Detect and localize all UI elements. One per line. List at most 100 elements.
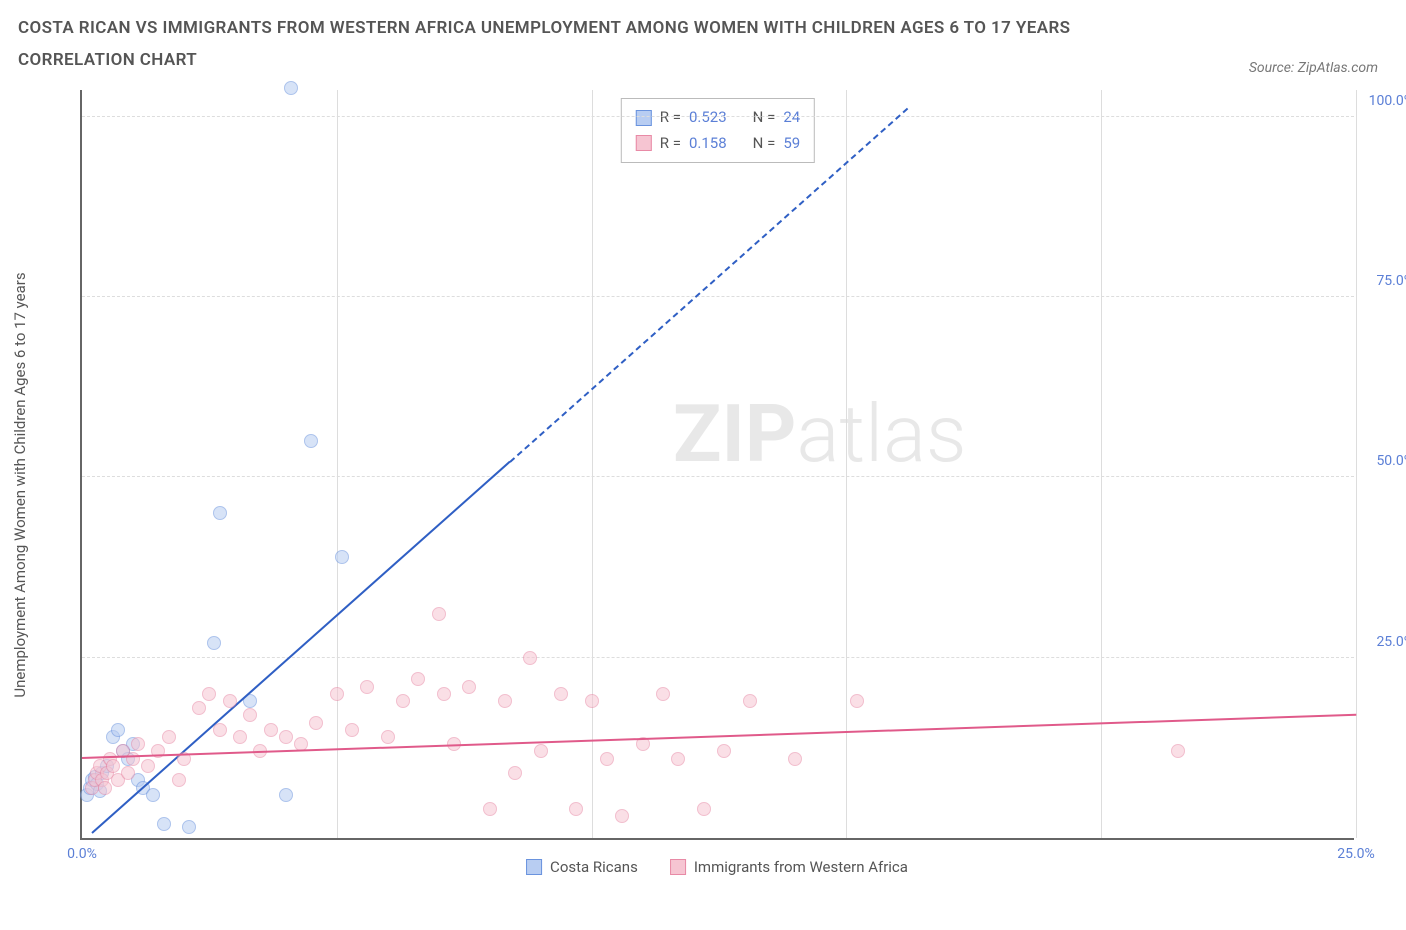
source-attribution: Source: ZipAtlas.com [1249,60,1378,76]
scatter-point [396,694,410,708]
legend-item-1: Immigrants from Western Africa [670,858,908,876]
scatter-point [569,802,583,816]
scatter-point [243,708,257,722]
scatter-point [213,723,227,737]
legend: Costa Ricans Immigrants from Western Afr… [526,858,908,876]
scatter-point [264,723,278,737]
legend-label-0: Costa Ricans [550,858,638,876]
chart-title-block: COSTA RICAN VS IMMIGRANTS FROM WESTERN A… [18,12,1388,77]
scatter-point [1171,744,1185,758]
legend-item-0: Costa Ricans [526,858,638,876]
scatter-point [671,752,685,766]
stats-r-value-1: 0.158 [689,131,727,157]
scatter-point [192,701,206,715]
scatter-point [411,672,425,686]
scatter-point [850,694,864,708]
scatter-point [207,636,221,650]
scatter-point [335,550,349,564]
y-tick-label: 25.0% [1360,634,1406,650]
scatter-point [284,81,298,95]
scatter-point [554,687,568,701]
plot-region: ZIPatlas R = 0.523 N = 24 R = 0.158 N = … [80,90,1354,840]
title-line-1: COSTA RICAN VS IMMIGRANTS FROM WESTERN A… [18,12,1388,44]
stats-r-label-1: R = [660,131,681,157]
gridline-vertical [846,90,847,838]
stats-swatch-1 [636,135,652,151]
chart-area: Unemployment Among Women with Children A… [52,90,1382,880]
stats-n-label-0: N = [753,105,776,131]
stats-r-value-0: 0.523 [689,105,727,131]
x-tick-label: 25.0% [1337,846,1375,862]
legend-swatch-1 [670,859,686,875]
watermark-bold: ZIP [673,387,797,481]
scatter-point [202,687,216,701]
scatter-point [146,788,160,802]
y-tick-label: 50.0% [1360,453,1406,469]
legend-label-1: Immigrants from Western Africa [694,858,908,876]
scatter-point [279,730,293,744]
scatter-point [279,788,293,802]
scatter-point [788,752,802,766]
scatter-point [743,694,757,708]
scatter-point [534,744,548,758]
gridline-horizontal [82,116,1354,117]
scatter-point [498,694,512,708]
scatter-point [615,809,629,823]
stats-n-value-1: 59 [783,131,800,157]
gridline-vertical [592,90,593,838]
scatter-point [437,687,451,701]
scatter-point [98,781,112,795]
trend-line [92,461,511,834]
watermark: ZIPatlas [673,387,967,481]
scatter-point [223,694,237,708]
scatter-point [162,730,176,744]
gridline-vertical [337,90,338,838]
scatter-point [600,752,614,766]
scatter-point [381,730,395,744]
stats-n-label-1: N = [753,131,776,157]
scatter-point [360,680,374,694]
scatter-point [304,434,318,448]
scatter-point [462,680,476,694]
scatter-point [483,802,497,816]
scatter-point [432,607,446,621]
scatter-point [111,723,125,737]
scatter-point [157,817,171,831]
scatter-point [131,737,145,751]
scatter-point [182,820,196,834]
scatter-point [141,759,155,773]
scatter-point [523,651,537,665]
stats-row-series-1: R = 0.158 N = 59 [636,131,800,157]
gridline-horizontal [82,296,1354,297]
scatter-point [330,687,344,701]
stats-r-label-0: R = [660,105,681,131]
gridline-vertical [1101,90,1102,838]
scatter-point [656,687,670,701]
stats-n-value-0: 24 [783,105,800,131]
scatter-point [345,723,359,737]
gridline-horizontal [82,657,1354,658]
scatter-point [508,766,522,780]
title-line-2: CORRELATION CHART [18,44,1388,76]
x-tick-label: 0.0% [67,846,97,862]
stats-swatch-0 [636,110,652,126]
y-tick-label: 100.0% [1360,93,1406,109]
stats-row-series-0: R = 0.523 N = 24 [636,105,800,131]
watermark-light: atlas [796,387,966,481]
scatter-point [309,716,323,730]
gridline-vertical [1356,90,1357,838]
correlation-stats-box: R = 0.523 N = 24 R = 0.158 N = 59 [621,98,815,163]
scatter-point [585,694,599,708]
legend-swatch-0 [526,859,542,875]
scatter-point [233,730,247,744]
scatter-point [106,759,120,773]
scatter-point [126,752,140,766]
scatter-point [213,506,227,520]
scatter-point [172,773,186,787]
y-tick-label: 75.0% [1360,273,1406,289]
scatter-point [121,766,135,780]
gridline-horizontal [82,476,1354,477]
scatter-point [697,802,711,816]
scatter-point [717,744,731,758]
y-axis-label: Unemployment Among Women with Children A… [11,272,29,697]
